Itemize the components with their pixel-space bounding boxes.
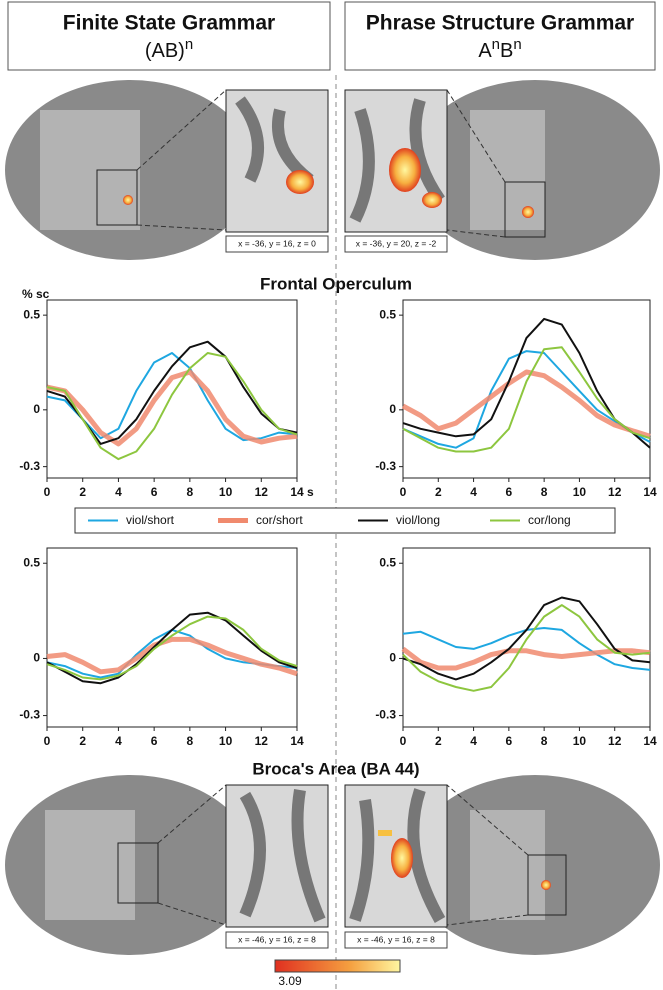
plot-frame [402, 547, 651, 728]
x-tick-label: 2 [435, 485, 442, 499]
header-title: Finite State Grammar [63, 12, 275, 35]
x-tick-label: 12 [255, 734, 269, 748]
x-tick-label: 8 [541, 485, 548, 499]
x-tick-label: 14 [290, 734, 304, 748]
series-line [402, 317, 651, 449]
series-line [401, 646, 651, 671]
header-title: Phrase Structure Grammar [366, 12, 634, 35]
y-tick-label: 0.5 [23, 555, 40, 569]
y-tick-label: 0 [33, 402, 40, 416]
y-tick-label: -0.3 [19, 459, 40, 473]
coordinate-label: x = -36, y = 20, z = -2 [356, 238, 437, 248]
coordinate-box [344, 931, 448, 949]
y-axis-label: % sc [22, 287, 50, 301]
coordinate-box [225, 235, 329, 253]
x-tick-label: 6 [506, 485, 513, 499]
y-tick-label: -0.3 [375, 459, 396, 473]
x-tick-label: 10 [219, 485, 233, 499]
legend-box [74, 507, 616, 534]
coordinate-label: x = -46, y = 16, z = 8 [357, 934, 435, 944]
notation-part: (AB) [145, 40, 185, 62]
y-tick-label: 0.5 [379, 307, 396, 321]
header-notation: (AB)n [145, 36, 193, 62]
legend-label: viol/long [396, 513, 440, 527]
colorbar [274, 959, 401, 973]
legend-label: viol/short [126, 513, 175, 527]
series-line [402, 596, 651, 681]
header-box [7, 1, 331, 71]
x-tick-label: 14 [290, 485, 304, 499]
x-tick-label: 4 [470, 485, 477, 499]
y-tick-label: 0 [389, 402, 396, 416]
x-tick-label: 10 [219, 734, 233, 748]
x-tick-label: 2 [79, 485, 86, 499]
x-tick-label: 8 [187, 485, 194, 499]
y-tick-label: 0.5 [379, 555, 396, 569]
header-notation: AnBn [478, 36, 521, 62]
section-title: Broca's Area (BA 44) [252, 759, 419, 778]
x-tick-label: 12 [608, 485, 622, 499]
x-tick-label: 8 [541, 734, 548, 748]
x-tick-label: 14 [643, 734, 657, 748]
y-tick-label: 0.5 [23, 307, 40, 321]
x-tick-label: 2 [435, 734, 442, 748]
y-tick-label: 0 [33, 651, 40, 665]
series-line [46, 636, 298, 677]
y-tick-label: -0.3 [375, 708, 396, 722]
plot-frame [46, 299, 298, 479]
series-line [46, 615, 298, 681]
series-line [46, 352, 298, 461]
notation-sup: n [513, 36, 521, 53]
notation-part: A [478, 40, 492, 62]
x-tick-label: 6 [151, 734, 158, 748]
plot-frame [46, 547, 298, 728]
x-tick-label: 6 [151, 485, 158, 499]
x-tick-label: 12 [255, 485, 269, 499]
x-tick-label: 2 [79, 734, 86, 748]
series-line [46, 611, 298, 685]
x-tick-label: 0 [44, 734, 51, 748]
x-tick-label: 8 [187, 734, 194, 748]
x-tick-label: 6 [506, 734, 513, 748]
colorbar-label: 3.09 [278, 974, 302, 988]
x-tick-label: 0 [400, 485, 407, 499]
x-tick-label: 10 [573, 734, 587, 748]
series-line [401, 369, 651, 439]
x-tick-label: 4 [115, 734, 122, 748]
x-tick-label: 4 [470, 734, 477, 748]
series-line [402, 604, 651, 692]
x-tick-label: 12 [608, 734, 622, 748]
x-tick-label: 14 [643, 485, 657, 499]
series-line [402, 346, 651, 453]
x-tick-label: 0 [400, 734, 407, 748]
section-title: Frontal Operculum [260, 274, 412, 293]
x-tick-label: 10 [573, 485, 587, 499]
brain-image [344, 775, 660, 955]
header-box [344, 1, 656, 71]
notation-sup: n [185, 36, 193, 53]
notation-part: B [500, 40, 513, 62]
series-line [46, 340, 298, 445]
series-line [402, 350, 651, 449]
x-tick-label: 0 [44, 485, 51, 499]
y-tick-label: -0.3 [19, 708, 40, 722]
brain-image [5, 80, 329, 260]
coordinate-box [225, 931, 329, 949]
brain-image [344, 80, 660, 260]
y-tick-label: 0 [389, 651, 396, 665]
series-line [46, 369, 298, 447]
brain-image [5, 775, 329, 955]
coordinate-box [344, 235, 448, 253]
coordinate-label: x = -36, y = 16, z = 0 [238, 238, 316, 248]
legend-label: cor/short [256, 513, 303, 527]
plot-frame [402, 299, 651, 479]
notation-sup: n [492, 36, 500, 53]
legend-label: cor/long [528, 513, 571, 527]
coordinate-label: x = -46, y = 16, z = 8 [238, 934, 316, 944]
x-axis-label: s [307, 485, 314, 499]
x-tick-label: 4 [115, 485, 122, 499]
